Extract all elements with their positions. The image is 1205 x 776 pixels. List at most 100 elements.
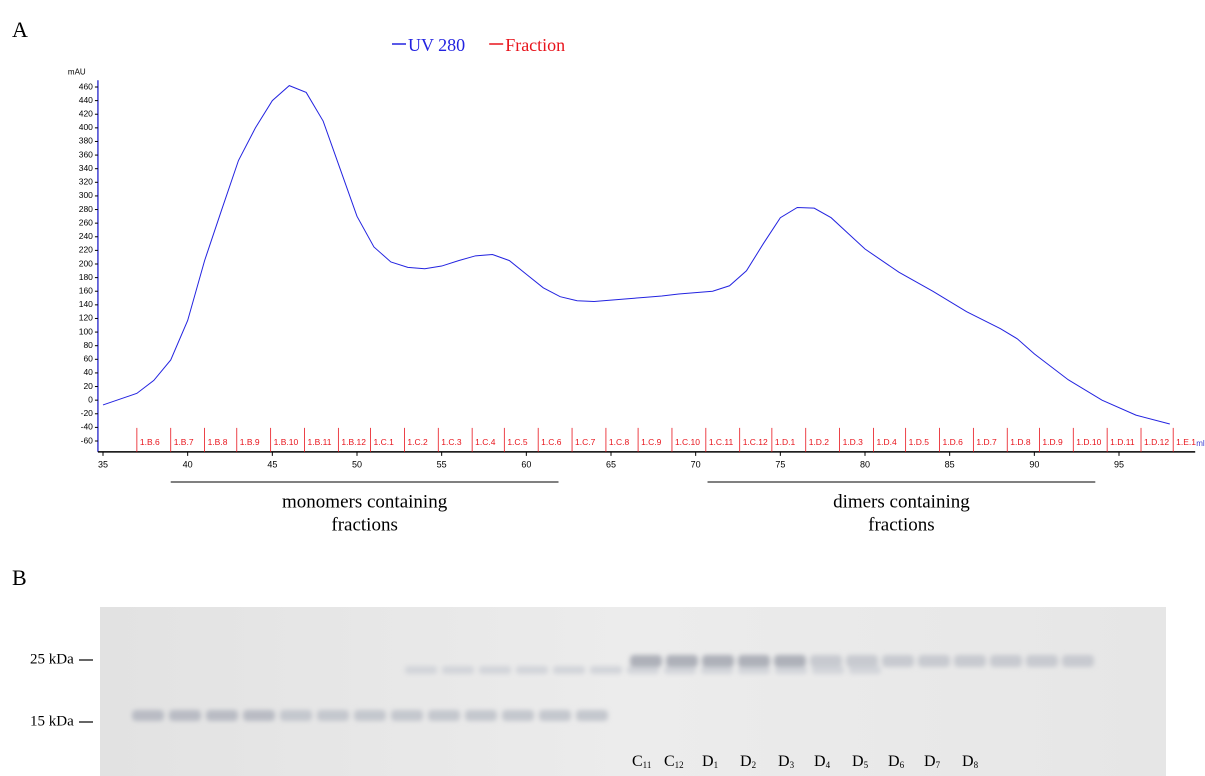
x-tick-label: 35 — [98, 459, 108, 469]
y-tick-label: 240 — [79, 231, 93, 241]
gel-band — [666, 655, 698, 667]
lane-letter: D — [852, 753, 864, 770]
y-tick-label: 140 — [79, 299, 93, 309]
lane-index: 11 — [643, 760, 652, 770]
y-tick-label: 440 — [79, 95, 93, 105]
fraction-label: 1.B.9 — [240, 437, 260, 447]
gel-band — [590, 666, 622, 674]
gel-band — [664, 666, 696, 674]
y-tick-label: 80 — [83, 340, 93, 350]
fraction-label: 1.B.12 — [341, 437, 366, 447]
fraction-label: 1.D.10 — [1076, 437, 1101, 447]
gel-band — [465, 710, 497, 721]
y-axis-label: mAU — [68, 67, 86, 76]
gel-image — [100, 607, 1166, 776]
gel-band — [702, 655, 734, 667]
gel-band — [553, 666, 585, 674]
page: A B mAUml-60-40-200204060801001201401601… — [0, 0, 1205, 776]
fraction-label: 1.C.9 — [641, 437, 662, 447]
fraction-label: 1.E.1 — [1176, 437, 1196, 447]
fraction-label: 1.D.6 — [943, 437, 964, 447]
annotation-text: dimers containing — [833, 491, 970, 512]
gel-band — [405, 666, 437, 674]
x-tick-label: 95 — [1114, 459, 1124, 469]
y-tick-label: 300 — [79, 190, 93, 200]
x-tick-label: 45 — [267, 459, 277, 469]
fraction-label: 1.D.11 — [1110, 437, 1135, 447]
fraction-label: 1.C.12 — [743, 437, 768, 447]
lane-letter: D — [740, 753, 752, 770]
fraction-label: 1.C.4 — [475, 437, 496, 447]
gel-band — [132, 710, 164, 721]
y-tick-label: 180 — [79, 272, 93, 282]
x-tick-label: 85 — [945, 459, 955, 469]
gel-band — [428, 710, 460, 721]
annotation-text: fractions — [868, 514, 934, 535]
lane-letter: D — [888, 753, 900, 770]
y-tick-label: 220 — [79, 245, 93, 255]
lane-index: 1 — [714, 760, 719, 770]
gel-band — [738, 666, 770, 674]
y-tick-label: -40 — [81, 422, 94, 432]
gel-band — [280, 710, 312, 721]
y-tick-label: 320 — [79, 177, 93, 187]
lane-index: 6 — [900, 760, 905, 770]
figure: A B mAUml-60-40-200204060801001201401601… — [0, 0, 1205, 776]
lane-letter: D — [702, 753, 714, 770]
fraction-label: 1.D.8 — [1010, 437, 1031, 447]
x-tick-label: 90 — [1029, 459, 1039, 469]
y-tick-label: 400 — [79, 122, 93, 132]
fraction-label: 1.D.1 — [775, 437, 796, 447]
lane-index: 7 — [936, 760, 941, 770]
fraction-label: 1.B.10 — [274, 437, 299, 447]
y-tick-label: 460 — [79, 81, 93, 91]
fraction-label: 1.C.10 — [675, 437, 700, 447]
fraction-label: 1.C.8 — [609, 437, 630, 447]
fraction-label: 1.C.2 — [407, 437, 428, 447]
x-tick-label: 55 — [437, 459, 447, 469]
gel-band — [846, 655, 878, 667]
y-tick-label: -60 — [81, 435, 94, 445]
y-tick-label: 100 — [79, 326, 93, 336]
panel-label: A — [12, 17, 28, 42]
lane-letter: D — [778, 753, 790, 770]
gel-band — [539, 710, 571, 721]
marker-label: 15 kDa — [30, 713, 74, 729]
x-tick-label: 80 — [860, 459, 870, 469]
lane-letter: C — [664, 753, 675, 770]
y-tick-label: 200 — [79, 258, 93, 268]
fraction-label: 1.D.4 — [876, 437, 897, 447]
gel-band — [810, 655, 842, 667]
fraction-label: 1.D.12 — [1144, 437, 1169, 447]
marker-label: 25 kDa — [30, 651, 74, 667]
panel-label: B — [12, 565, 27, 590]
gel-band — [442, 666, 474, 674]
fraction-label: 1.C.11 — [709, 437, 734, 447]
y-tick-label: 280 — [79, 204, 93, 214]
gel-band — [1062, 655, 1094, 667]
x-tick-label: 40 — [183, 459, 193, 469]
gel-band — [317, 710, 349, 721]
y-tick-label: 60 — [83, 354, 93, 364]
fraction-label: 1.C.1 — [374, 437, 395, 447]
fraction-label: 1.B.11 — [308, 437, 332, 447]
gel-band — [1026, 655, 1058, 667]
y-tick-label: 160 — [79, 285, 93, 295]
y-tick-label: 380 — [79, 136, 93, 146]
gel-band — [169, 710, 201, 721]
annotation-text: fractions — [331, 514, 397, 535]
legend-label: UV 280 — [408, 35, 465, 55]
lane-index: 5 — [864, 760, 869, 770]
fraction-label: 1.D.7 — [976, 437, 997, 447]
fraction-label: 1.D.9 — [1042, 437, 1063, 447]
lane-index: 2 — [752, 760, 757, 770]
y-tick-label: 40 — [83, 367, 93, 377]
gel-band — [774, 655, 806, 667]
lane-letter: D — [814, 753, 826, 770]
gel-band — [701, 666, 733, 674]
annotation-text: monomers containing — [282, 491, 448, 512]
uv-line — [103, 86, 1170, 424]
gel-band — [243, 710, 275, 721]
gel-band — [849, 666, 881, 674]
fraction-label: 1.C.5 — [507, 437, 528, 447]
